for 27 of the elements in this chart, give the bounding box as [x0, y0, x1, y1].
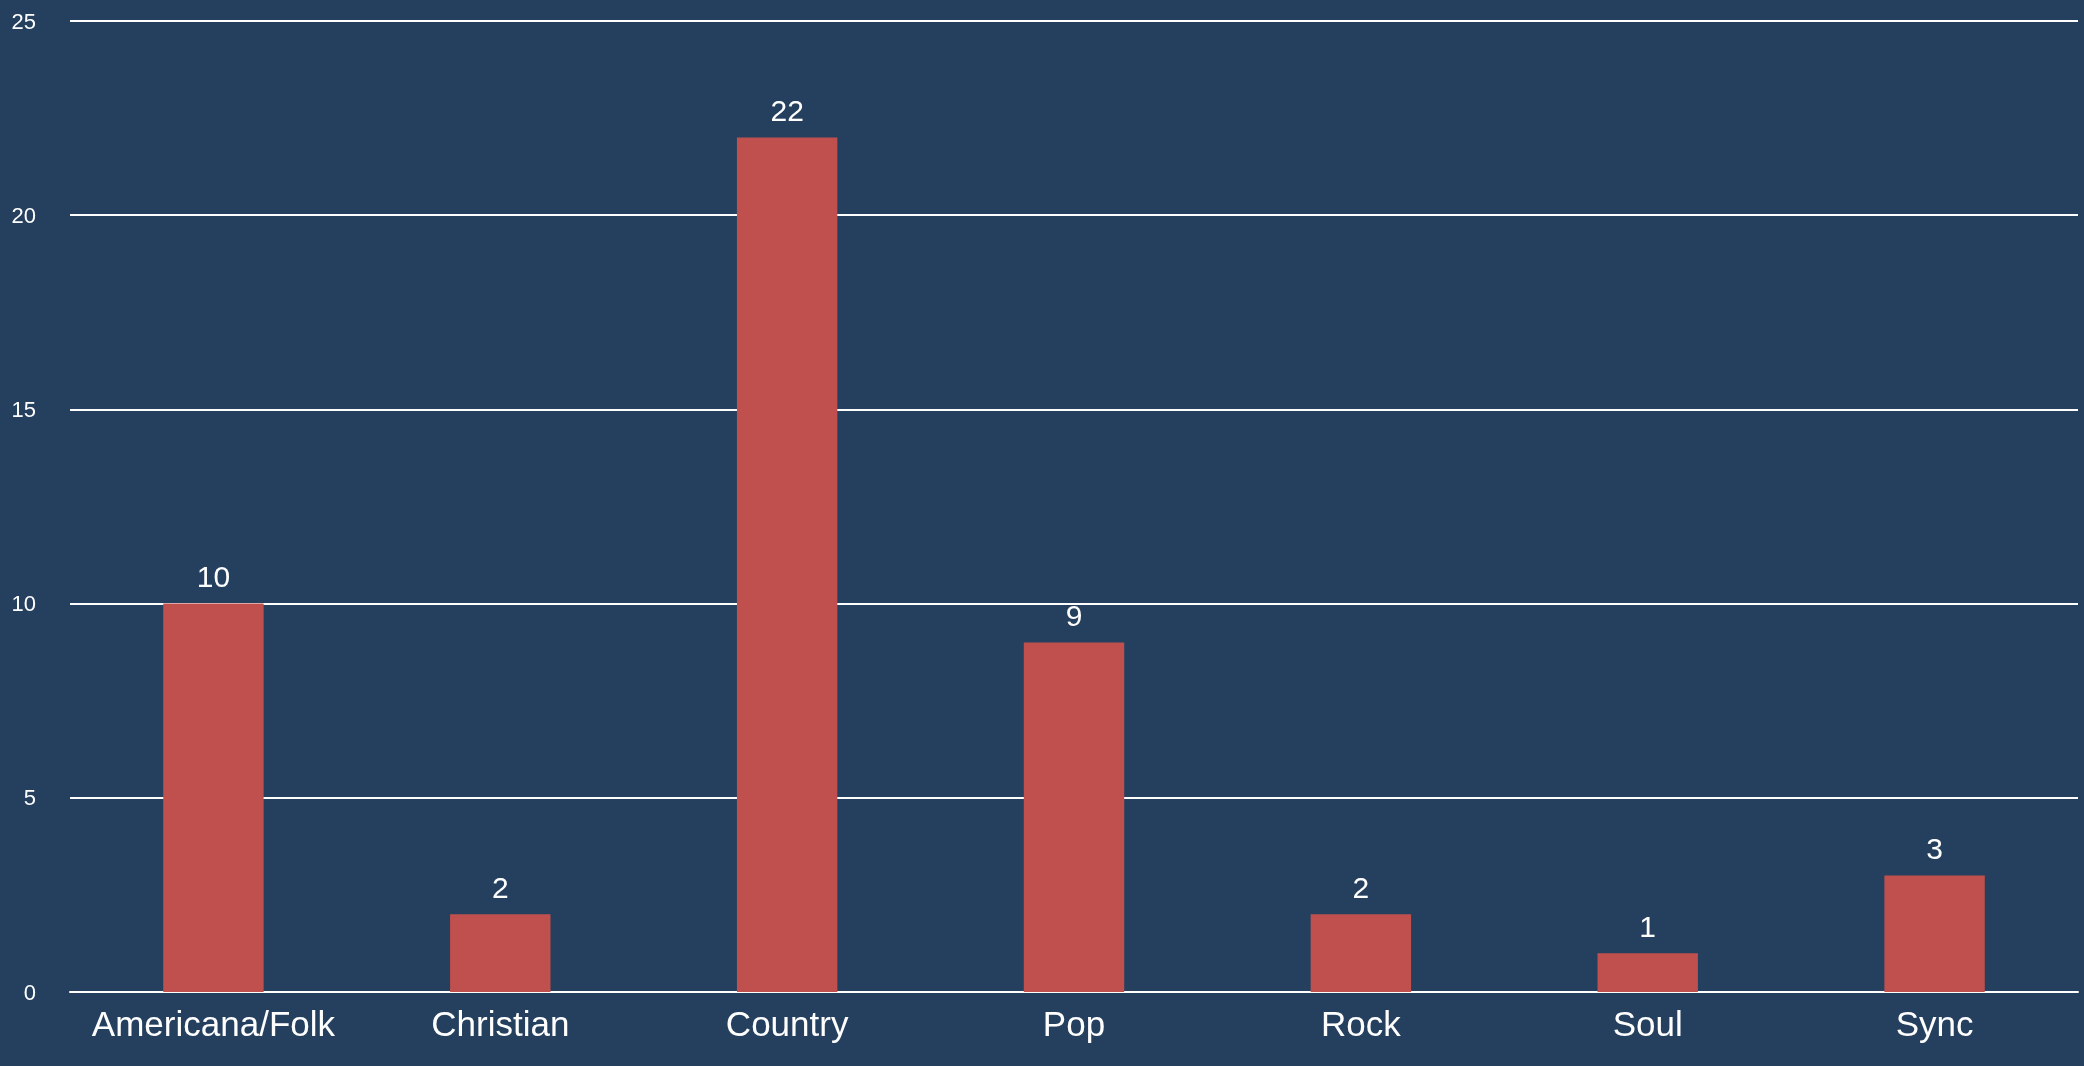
y-tick-label: 20	[11, 202, 36, 228]
data-label: 9	[1065, 598, 1083, 632]
y-tick-label: 0	[23, 979, 36, 1005]
x-tick-label: Country	[725, 1004, 849, 1043]
bar	[1884, 875, 1985, 992]
bar	[1310, 914, 1412, 992]
bar	[736, 137, 838, 992]
x-tick-label: Christian	[431, 1004, 570, 1043]
data-label: 1	[1639, 909, 1657, 943]
x-tick-label: Sync	[1895, 1004, 1974, 1043]
x-tick-label: Pop	[1042, 1004, 1106, 1043]
bar	[1597, 953, 1698, 992]
data-label: 10	[196, 560, 231, 594]
y-tick-label: 15	[11, 396, 36, 422]
y-tick-label: 25	[11, 8, 36, 34]
bar	[163, 603, 264, 992]
bar	[1023, 642, 1125, 992]
y-tick-label: 10	[11, 591, 36, 617]
data-label: 2	[491, 870, 509, 904]
data-label: 22	[770, 94, 804, 128]
x-tick-label: Soul	[1612, 1004, 1683, 1043]
x-tick-label: Americana/Folk	[91, 1004, 336, 1043]
data-label: 2	[1352, 870, 1370, 904]
x-tick-label: Rock	[1320, 1004, 1402, 1043]
data-label: 3	[1926, 831, 1943, 865]
bar	[450, 914, 551, 992]
y-tick-label: 5	[23, 785, 36, 811]
